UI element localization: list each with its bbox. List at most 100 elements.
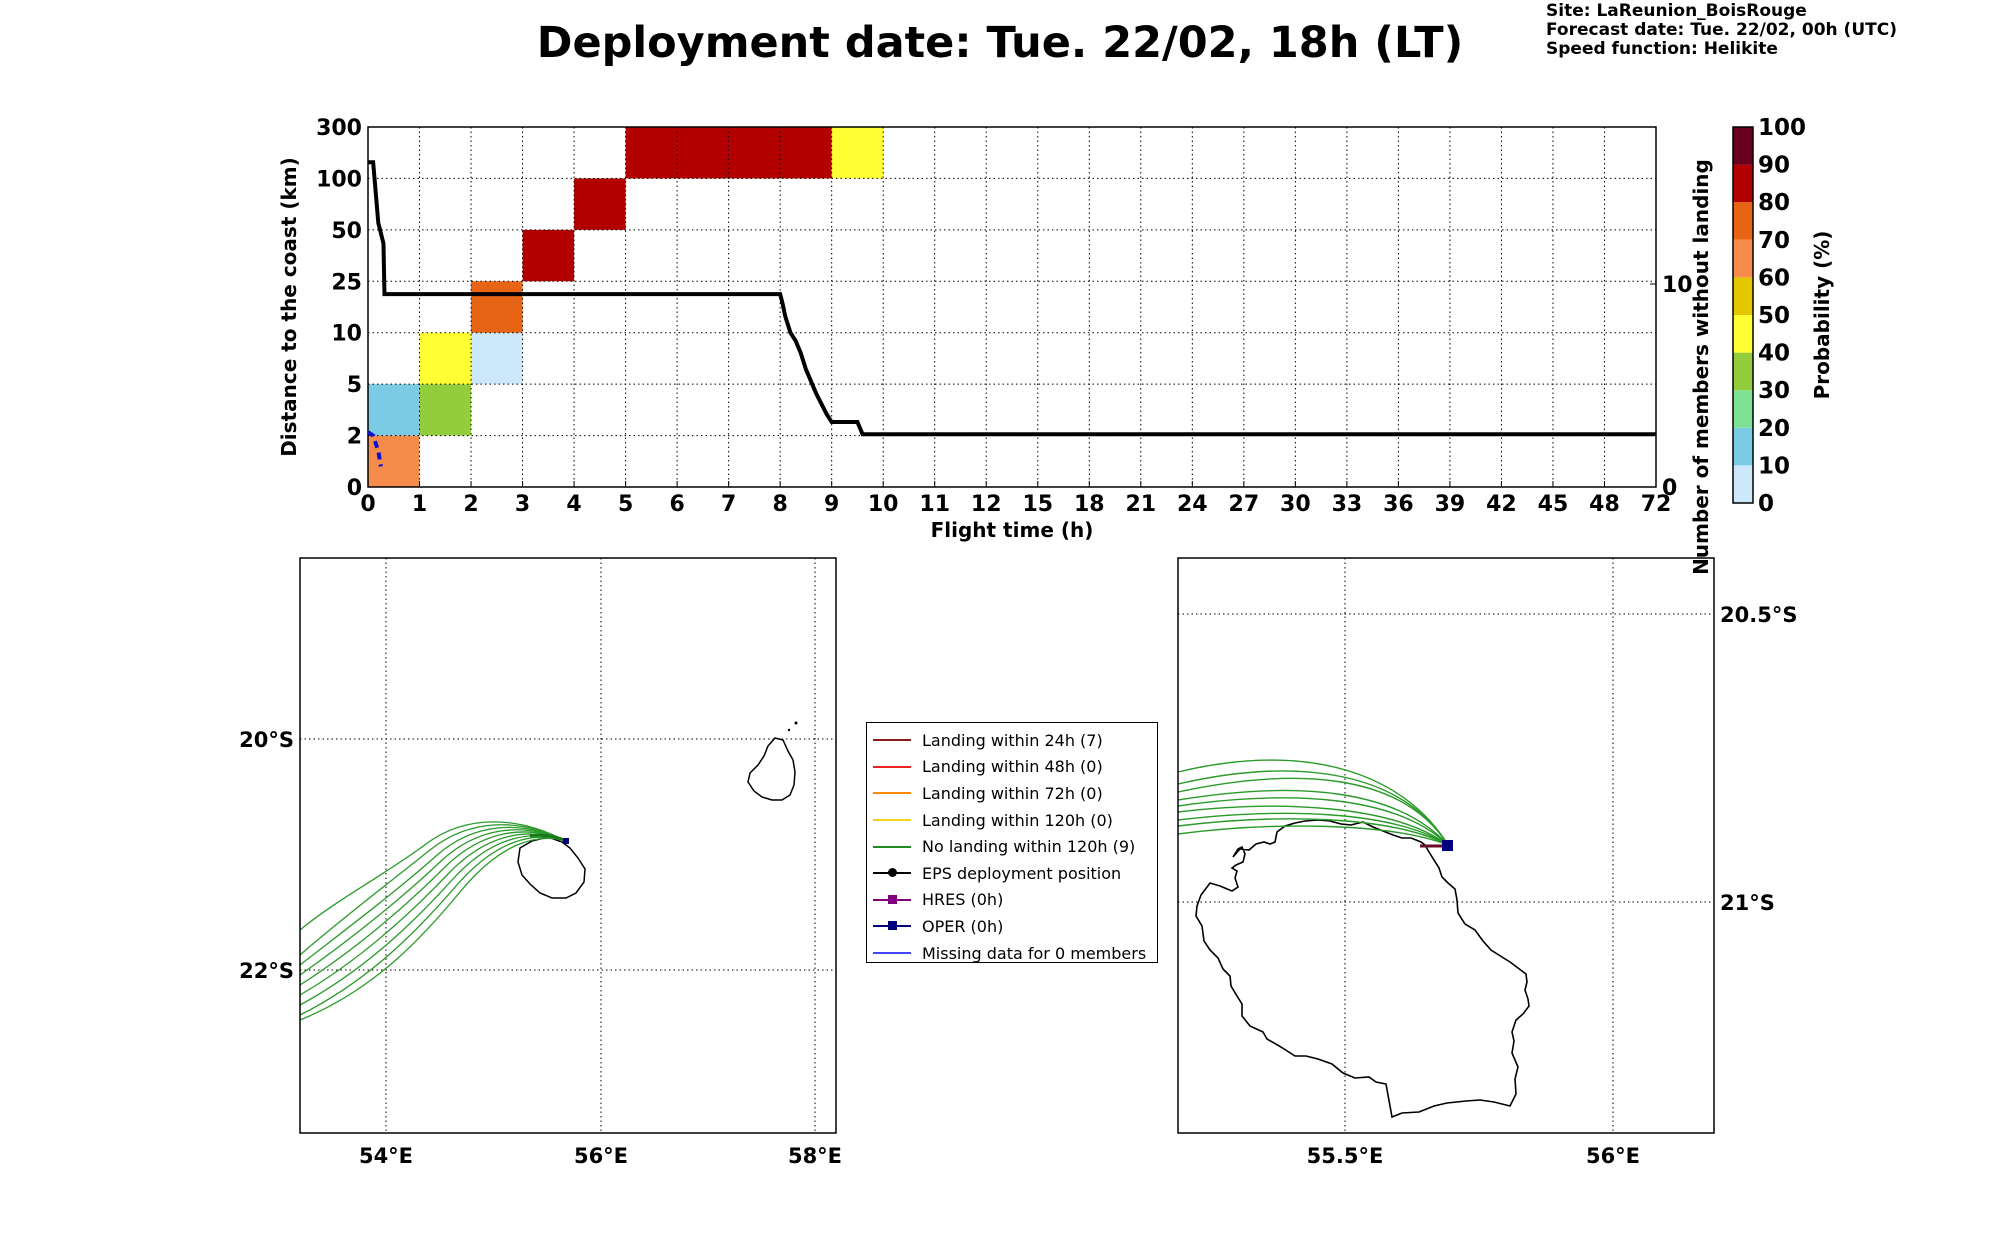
- legend-swatch: [873, 785, 911, 801]
- colorbar-segment: [1733, 465, 1753, 503]
- colorbar-segment: [1733, 127, 1753, 165]
- map1-islet: [787, 728, 791, 732]
- x-tick-label: 18: [1074, 492, 1105, 517]
- x-tick-label: 30: [1280, 492, 1311, 517]
- colorbar-segment: [1733, 202, 1753, 240]
- legend-swatch: [873, 945, 911, 961]
- x-tick-label: 8: [773, 492, 788, 517]
- x-tick-label: 24: [1177, 492, 1208, 517]
- trajectory-legend: Landing within 24h (7) Landing within 48h…: [866, 722, 1158, 963]
- legend-entry: EPS deployment position: [873, 860, 1151, 887]
- legend-line: [873, 952, 911, 955]
- x-tick-label: 0: [360, 492, 375, 517]
- legend-swatch: [873, 812, 911, 828]
- y-tick-label: 25: [331, 270, 362, 295]
- y2-axis-title: Number of members without landing: [1689, 159, 1713, 575]
- legend-swatch: [873, 918, 911, 934]
- legend-line: [873, 792, 911, 795]
- x-tick-label: 4: [566, 492, 581, 517]
- forecast-metadata: Site: LaReunion_BoisRouge Forecast date:…: [1546, 2, 1897, 59]
- map1-lon-label: 54°E: [359, 1144, 413, 1168]
- x-tick-label: 42: [1486, 492, 1517, 517]
- colorbar-frame: [1732, 126, 1754, 504]
- legend-line: [873, 739, 911, 742]
- map1-trajectory: [299, 831, 567, 986]
- y-axis-title: Distance to the coast (km): [277, 157, 301, 457]
- y-tick-label: 10: [331, 322, 362, 347]
- map1-trajectory: [299, 821, 567, 931]
- y-tick-label: 100: [316, 167, 362, 192]
- colorbar-tick-label: 60: [1758, 265, 1790, 291]
- colorbar-tick-label: 0: [1758, 491, 1774, 517]
- map2-oper-marker: [1442, 840, 1453, 851]
- map1-trajectory: [299, 824, 567, 956]
- map1-lon-label: 56°E: [574, 1144, 628, 1168]
- map1-trajectory: [299, 836, 567, 1016]
- y-tick-label: 0: [347, 476, 362, 501]
- map2-lat-label: 20.5°S: [1720, 603, 1797, 627]
- legend-swatch: [873, 892, 911, 908]
- heatmap-cell-4: [471, 332, 523, 385]
- map2-trajectory: [1177, 777, 1449, 846]
- heatmap-cell-8: [625, 127, 832, 179]
- x-tick-label: 2: [463, 492, 478, 517]
- legend-line: [873, 845, 911, 848]
- map2-lon-label: 56°E: [1586, 1144, 1640, 1168]
- colorbar-title: Probability (%): [1810, 231, 1834, 400]
- legend-entry: Landing within 48h (0): [873, 754, 1151, 781]
- map1-trajectory: [299, 837, 567, 1021]
- colorbar-tick-label: 70: [1758, 228, 1790, 254]
- map1-trajectory: [299, 829, 567, 976]
- x-tick-label: 48: [1589, 492, 1620, 517]
- legend-label: Missing data for 0 members: [922, 943, 1147, 963]
- legend-swatch: [873, 732, 911, 748]
- legend-line: [873, 819, 911, 822]
- map2-trajectory: [1177, 805, 1449, 846]
- legend-swatch: [873, 865, 911, 881]
- colorbar-tick-label: 10: [1758, 453, 1790, 479]
- colorbar-tick-label: 90: [1758, 153, 1790, 179]
- x-tick-label: 11: [919, 492, 950, 517]
- x-tick-label: 3: [515, 492, 530, 517]
- x-tick-label: 9: [824, 492, 839, 517]
- legend-marker: [888, 921, 897, 931]
- legend-label: No landing within 120h (9): [922, 837, 1136, 857]
- heatmap-cell-6: [522, 229, 575, 282]
- x-tick-label: 12: [971, 492, 1002, 517]
- heatmap-cell-9: [831, 127, 884, 179]
- heatmap-cell-1: [368, 384, 420, 436]
- map2-trajectory: [1177, 789, 1449, 846]
- colorbar-segment: [1733, 315, 1753, 353]
- x-tick-label: 7: [721, 492, 736, 517]
- legend-swatch: [873, 759, 911, 775]
- colorbar-tick-label: 50: [1758, 303, 1790, 329]
- x-axis-title: Flight time (h): [931, 518, 1094, 542]
- colorbar-tick-label: 100: [1758, 115, 1806, 141]
- legend-entry: Missing data for 0 members: [873, 940, 1151, 967]
- legend-swatch: [873, 839, 911, 855]
- map1-lat-label: 22°S: [239, 959, 294, 983]
- legend-entry: Landing within 24h (7): [873, 727, 1151, 754]
- colorbar-segment: [1733, 352, 1753, 391]
- map1-trajectory: [299, 826, 567, 966]
- x-tick-label: 27: [1229, 492, 1260, 517]
- site-label: Site: LaReunion_BoisRouge: [1546, 1, 1807, 21]
- colorbar-tick-label: 30: [1758, 378, 1790, 404]
- colorbar-tick-label: 40: [1758, 341, 1790, 367]
- legend-entry: Landing within 120h (0): [873, 807, 1151, 834]
- map1-islet: [794, 721, 798, 725]
- colorbar-segment: [1733, 164, 1753, 203]
- map1-reunion-coastline: [517, 836, 586, 899]
- colorbar-segment: [1733, 427, 1753, 466]
- map1-trajectory: [299, 833, 567, 996]
- map2-trajectory: [1177, 825, 1449, 846]
- legend-entry: OPER (0h): [873, 913, 1151, 940]
- x-tick-label: 15: [1022, 492, 1053, 517]
- map1-mauritius-coastline: [747, 737, 796, 801]
- map2-reunion-coastline: [1195, 819, 1530, 1119]
- legend-marker: [888, 894, 897, 904]
- map2-trajectory: [1177, 797, 1449, 846]
- map2-lat-label: 21°S: [1720, 891, 1775, 915]
- oper-distance-line: [366, 430, 383, 467]
- legend-label: OPER (0h): [922, 916, 1004, 936]
